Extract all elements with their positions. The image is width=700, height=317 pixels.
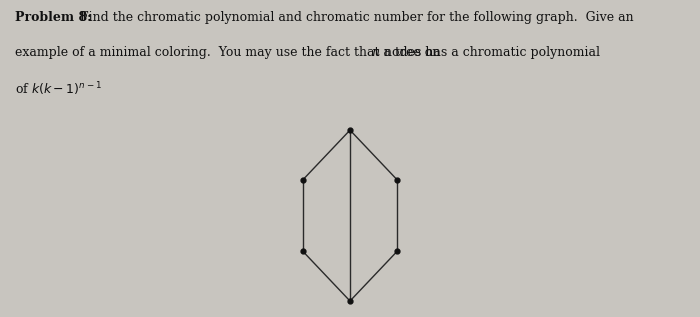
Text: nodes has a chromatic polynomial: nodes has a chromatic polynomial bbox=[380, 46, 600, 59]
Text: Find the chromatic polynomial and chromatic number for the following graph.  Giv: Find the chromatic polynomial and chroma… bbox=[76, 11, 634, 24]
Text: n: n bbox=[371, 46, 379, 59]
Text: of $k(k-1)^{n-1}$: of $k(k-1)^{n-1}$ bbox=[15, 81, 102, 99]
Text: example of a minimal coloring.  You may use the fact that a tree on: example of a minimal coloring. You may u… bbox=[15, 46, 444, 59]
Text: Problem 8:: Problem 8: bbox=[15, 11, 92, 24]
